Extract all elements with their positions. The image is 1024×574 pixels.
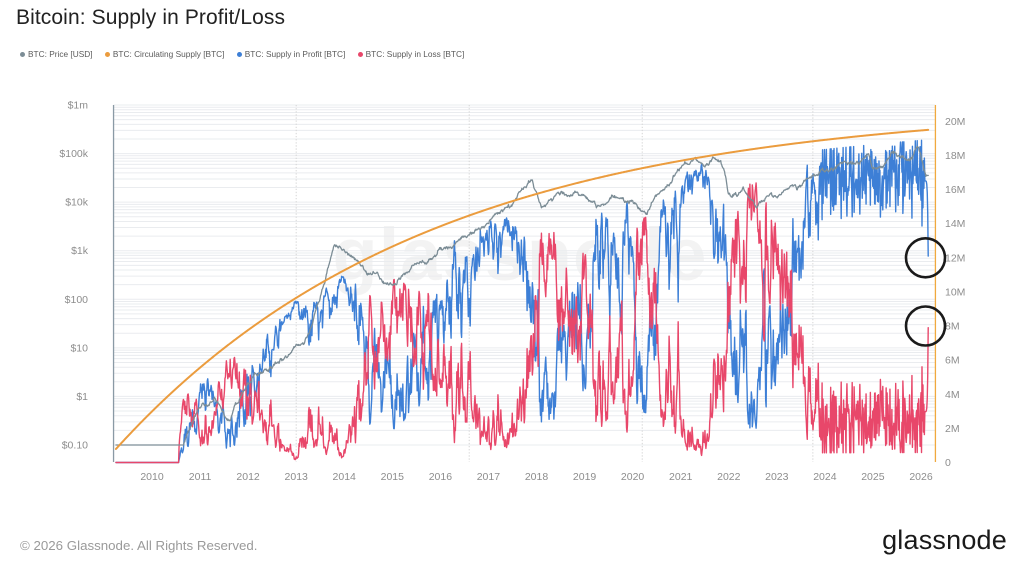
- svg-text:2025: 2025: [861, 471, 885, 483]
- svg-text:2022: 2022: [717, 471, 741, 483]
- svg-text:2023: 2023: [765, 471, 789, 483]
- svg-text:$100: $100: [65, 294, 89, 306]
- svg-text:2026: 2026: [909, 471, 933, 483]
- svg-text:2011: 2011: [189, 471, 212, 483]
- svg-text:2024: 2024: [813, 471, 837, 483]
- svg-text:$1: $1: [76, 391, 88, 403]
- svg-text:$10: $10: [70, 342, 88, 354]
- svg-text:2012: 2012: [236, 471, 260, 483]
- svg-text:2021: 2021: [669, 471, 693, 483]
- svg-text:20M: 20M: [945, 116, 965, 128]
- svg-text:2019: 2019: [573, 471, 597, 483]
- svg-text:2010: 2010: [140, 471, 164, 483]
- svg-text:16M: 16M: [945, 184, 965, 196]
- svg-text:2015: 2015: [381, 471, 405, 483]
- svg-text:0: 0: [945, 457, 951, 469]
- svg-text:$1k: $1k: [71, 245, 89, 257]
- svg-text:4M: 4M: [945, 389, 960, 401]
- svg-text:10M: 10M: [945, 286, 965, 298]
- svg-text:2020: 2020: [621, 471, 645, 483]
- svg-text:2017: 2017: [477, 471, 501, 483]
- svg-text:12M: 12M: [945, 252, 965, 264]
- svg-text:14M: 14M: [945, 218, 965, 230]
- svg-text:6M: 6M: [945, 355, 960, 367]
- svg-text:$10k: $10k: [65, 197, 89, 209]
- svg-text:2016: 2016: [429, 471, 453, 483]
- svg-text:$100k: $100k: [59, 148, 88, 160]
- svg-text:$1m: $1m: [68, 100, 89, 112]
- svg-text:8M: 8M: [945, 321, 960, 333]
- svg-text:2018: 2018: [525, 471, 549, 483]
- svg-text:2013: 2013: [285, 471, 309, 483]
- svg-text:18M: 18M: [945, 150, 965, 162]
- svg-text:2014: 2014: [333, 471, 357, 483]
- svg-text:$0.10: $0.10: [62, 440, 88, 452]
- svg-text:2M: 2M: [945, 423, 960, 435]
